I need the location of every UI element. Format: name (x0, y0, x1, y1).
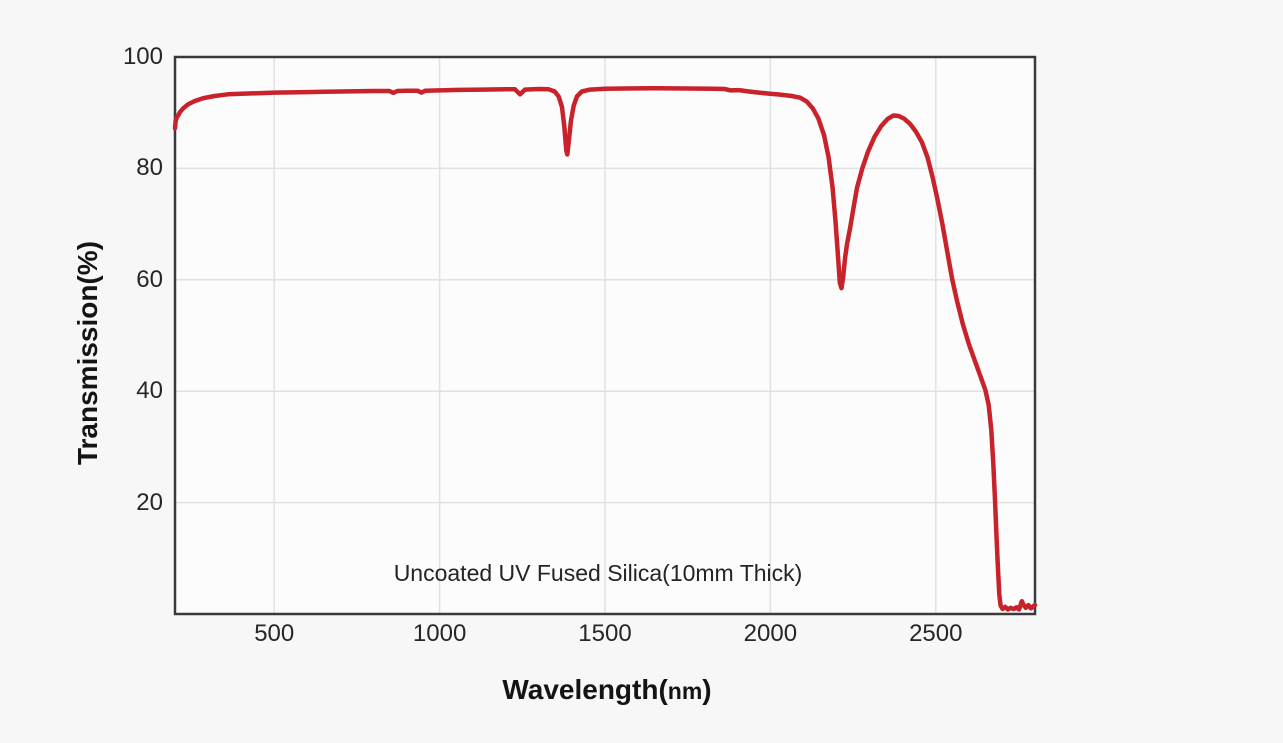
x-tick-label: 1500 (578, 620, 632, 647)
y-tick-label: 100 (122, 43, 163, 70)
y-tick-label: 80 (136, 154, 163, 182)
transmission-curve (172, 85, 1038, 612)
y-tick-label: 60 (136, 265, 163, 293)
chart-annotation: Uncoated UV Fused Silica(10mm Thick) (393, 560, 803, 586)
x-axis-title: Wavelength(nm) (502, 674, 712, 705)
x-axis-unit: nm (667, 678, 703, 704)
y-axis-title: Transmission(%) (72, 240, 103, 466)
y-tick-label: 40 (136, 377, 163, 405)
x-tick-label: 2500 (909, 620, 963, 647)
x-tick-label: 1000 (412, 620, 467, 647)
x-tick-label: 2000 (743, 620, 798, 647)
x-tick-label: 500 (254, 620, 295, 647)
y-tick-label: 20 (136, 488, 163, 516)
axes-frame (173, 55, 1037, 616)
